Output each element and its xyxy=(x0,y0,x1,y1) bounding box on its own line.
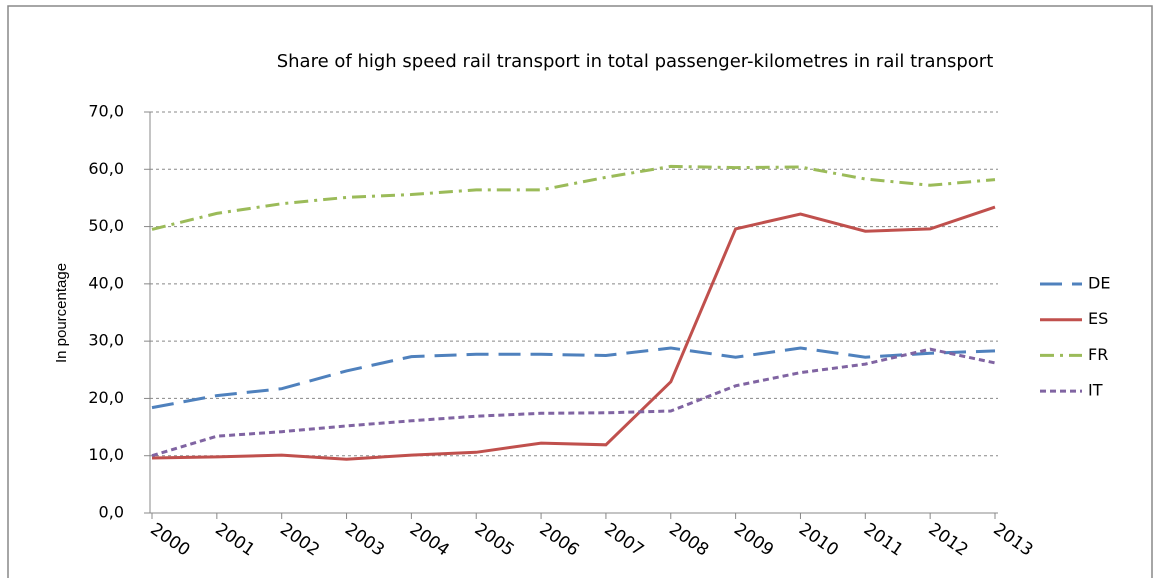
y-tick-label: 50,0 xyxy=(88,216,124,235)
x-tick-label: 2001 xyxy=(211,519,258,560)
x-tick-label: 2011 xyxy=(860,519,907,560)
x-tick-label: 2002 xyxy=(276,519,323,560)
x-tick-label: 2006 xyxy=(536,519,583,560)
legend-label: IT xyxy=(1088,381,1103,400)
x-tick-label: 2010 xyxy=(795,519,842,560)
chart-border xyxy=(7,5,1153,578)
x-tick-label: 2012 xyxy=(925,519,972,560)
legend-label: DE xyxy=(1088,274,1110,293)
series-line xyxy=(151,205,996,461)
x-tick-label: 2008 xyxy=(665,519,712,560)
x-tick-label: 2013 xyxy=(990,519,1037,560)
y-tick-label: 40,0 xyxy=(88,273,124,292)
legend-label: ES xyxy=(1088,309,1108,328)
y-tick-label: 70,0 xyxy=(88,102,124,121)
x-tick-label: 2005 xyxy=(471,519,518,560)
x-tick-label: 2004 xyxy=(406,519,453,560)
x-tick-label: 2009 xyxy=(730,519,777,560)
y-axis-label: In pourcentage xyxy=(53,263,70,363)
y-tick-label: 20,0 xyxy=(88,388,124,407)
y-tick-label: 10,0 xyxy=(88,445,124,464)
x-tick-label: 2003 xyxy=(341,519,388,560)
chart-title: Share of high speed rail transport in to… xyxy=(276,51,994,72)
series-line xyxy=(151,346,996,410)
y-tick-label: 0,0 xyxy=(99,503,124,522)
series-line xyxy=(151,164,996,231)
y-tick-label: 60,0 xyxy=(88,159,124,178)
x-tick-label: 2007 xyxy=(600,519,647,560)
y-tick-label: 30,0 xyxy=(88,331,124,350)
legend-label: FR xyxy=(1088,345,1108,364)
x-tick-label: 2000 xyxy=(147,519,194,560)
series-line xyxy=(151,347,996,458)
